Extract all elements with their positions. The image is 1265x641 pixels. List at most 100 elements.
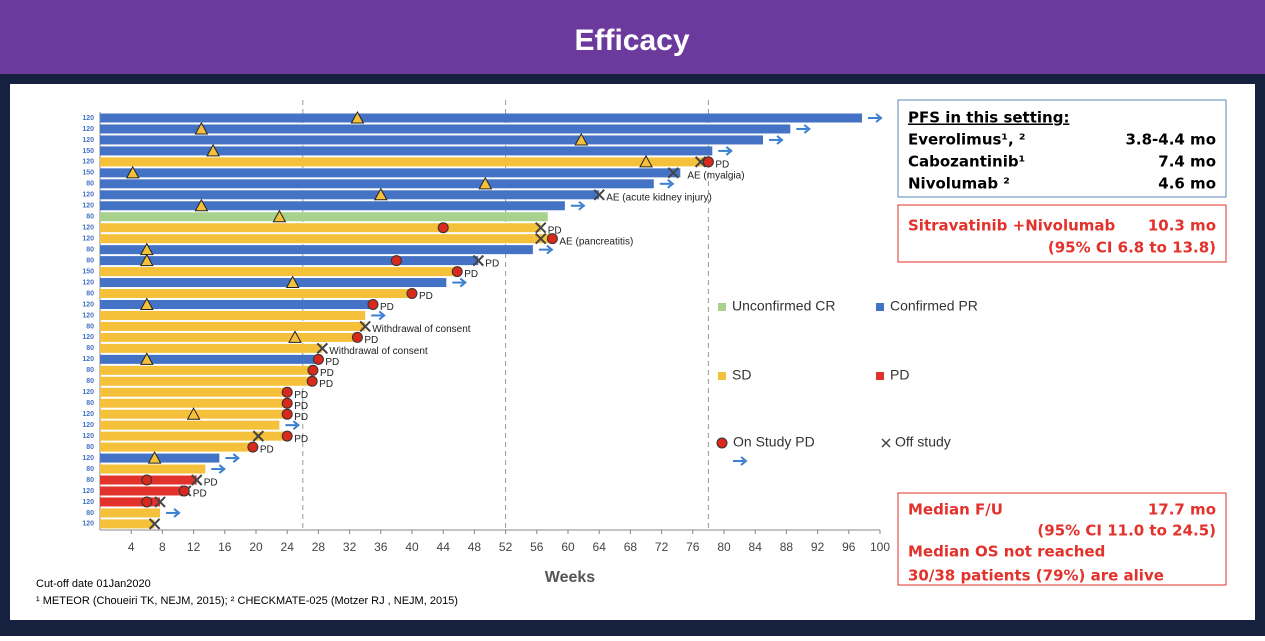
- dose-label: 80: [86, 290, 94, 297]
- ongoing-arrow: [459, 277, 467, 288]
- pd-marker: [367, 298, 379, 310]
- bar: [100, 376, 313, 386]
- pfs-drug: Nivolumab ²: [908, 175, 1010, 193]
- dose-label: 120: [82, 192, 94, 199]
- x-tick-label: 20: [249, 540, 263, 554]
- pd-marker: [351, 331, 363, 343]
- bar: [100, 190, 600, 200]
- off-marker: [316, 342, 329, 355]
- response-marker: [285, 275, 300, 289]
- x-tick-label: 28: [312, 540, 326, 554]
- followup-box: [897, 492, 1227, 586]
- dose-label: 80: [86, 466, 94, 473]
- event-note: PD: [294, 412, 308, 423]
- bar: [100, 431, 288, 441]
- dose-label: 120: [82, 499, 94, 506]
- highlight-ci: (95% CI 6.8 to 13.8): [1048, 239, 1216, 257]
- dose-label: 120: [82, 301, 94, 308]
- ongoing-arrow: [546, 244, 554, 255]
- x-tick-label: 92: [811, 540, 825, 554]
- response-marker: [206, 143, 220, 157]
- dose-label: 120: [82, 203, 94, 210]
- followup-label: Median F/U: [908, 501, 1003, 519]
- pd-marker: [546, 233, 558, 245]
- dose-label: 120: [82, 137, 94, 144]
- event-note: PD: [319, 379, 333, 390]
- title: Efficacy: [574, 24, 689, 57]
- bar: [100, 234, 553, 244]
- response-marker: [288, 330, 302, 343]
- pd-marker: [281, 397, 293, 409]
- ongoing-arrow: [875, 113, 883, 123]
- bar: [100, 464, 206, 474]
- pfs-value: 3.8-4.4 mo: [1125, 131, 1216, 149]
- dose-label: 120: [82, 126, 94, 133]
- ongoing-arrow: [378, 310, 386, 321]
- x-tick-label: 24: [281, 540, 295, 554]
- pd-marker: [281, 430, 293, 442]
- legend-arrow: [740, 456, 748, 466]
- event-note: PD: [325, 357, 339, 368]
- bar: [100, 168, 681, 178]
- bar: [100, 113, 863, 123]
- off-marker: [154, 496, 166, 508]
- event-note: PD: [419, 291, 433, 302]
- bar: [100, 212, 548, 222]
- x-tick-label: 4: [128, 540, 135, 554]
- dose-label: 150: [82, 148, 94, 155]
- legend-label: Confirmed PR: [890, 298, 978, 314]
- dose-label: 120: [82, 356, 94, 363]
- bar: [100, 299, 373, 309]
- pd-marker: [451, 266, 463, 278]
- followup-value: 17.7 mo: [1148, 501, 1216, 519]
- bar: [100, 486, 185, 496]
- legend-label: PD: [890, 367, 909, 383]
- pd-marker: [312, 353, 324, 365]
- bar: [100, 310, 366, 320]
- event-note: PD: [204, 478, 218, 489]
- event-note: PD: [464, 269, 478, 280]
- bar: [100, 420, 280, 430]
- bar: [100, 124, 791, 134]
- dose-label: 80: [86, 400, 94, 407]
- pfs-box: [897, 99, 1227, 198]
- legend-label: SD: [732, 367, 751, 383]
- ongoing-arrow: [232, 453, 240, 463]
- event-note: PD: [294, 434, 308, 445]
- dose-label: 120: [82, 433, 94, 440]
- response-marker: [272, 209, 287, 223]
- ongoing-arrow: [218, 464, 226, 474]
- x-tick-label: 44: [437, 540, 451, 554]
- event-note: PD: [193, 489, 207, 500]
- x-tick-label: 100: [870, 540, 890, 554]
- highlight-box: [897, 204, 1227, 263]
- x-tick-label: 48: [468, 540, 482, 554]
- x-tick-label: 32: [343, 540, 357, 554]
- pd-marker: [437, 222, 449, 234]
- off-marker: [472, 254, 485, 267]
- dose-label: 80: [86, 345, 94, 352]
- pd-marker: [306, 375, 318, 387]
- legend-swatch: [876, 372, 884, 380]
- bar: [100, 442, 253, 452]
- event-note: PD: [485, 258, 499, 269]
- dose-label: 120: [82, 236, 94, 243]
- pd-marker: [178, 485, 190, 497]
- legend-swatch: [718, 303, 726, 311]
- event-note: AE (myalgia): [687, 170, 744, 181]
- bar: [100, 135, 763, 145]
- x-tick-label: 16: [218, 540, 232, 554]
- dose-label: 80: [86, 246, 94, 253]
- x-tick-label: 52: [499, 540, 513, 554]
- legend-swatch: [876, 303, 884, 311]
- pfs-heading: PFS in this setting:: [908, 109, 1069, 127]
- off-marker: [252, 430, 265, 442]
- header-band: [0, 0, 1265, 74]
- dose-label: 120: [82, 334, 94, 341]
- dose-label: 150: [82, 170, 94, 177]
- pfs-value: 7.4 mo: [1158, 153, 1216, 171]
- event-note: PD: [294, 390, 308, 401]
- bar: [100, 519, 155, 529]
- event-note: PD: [364, 335, 378, 346]
